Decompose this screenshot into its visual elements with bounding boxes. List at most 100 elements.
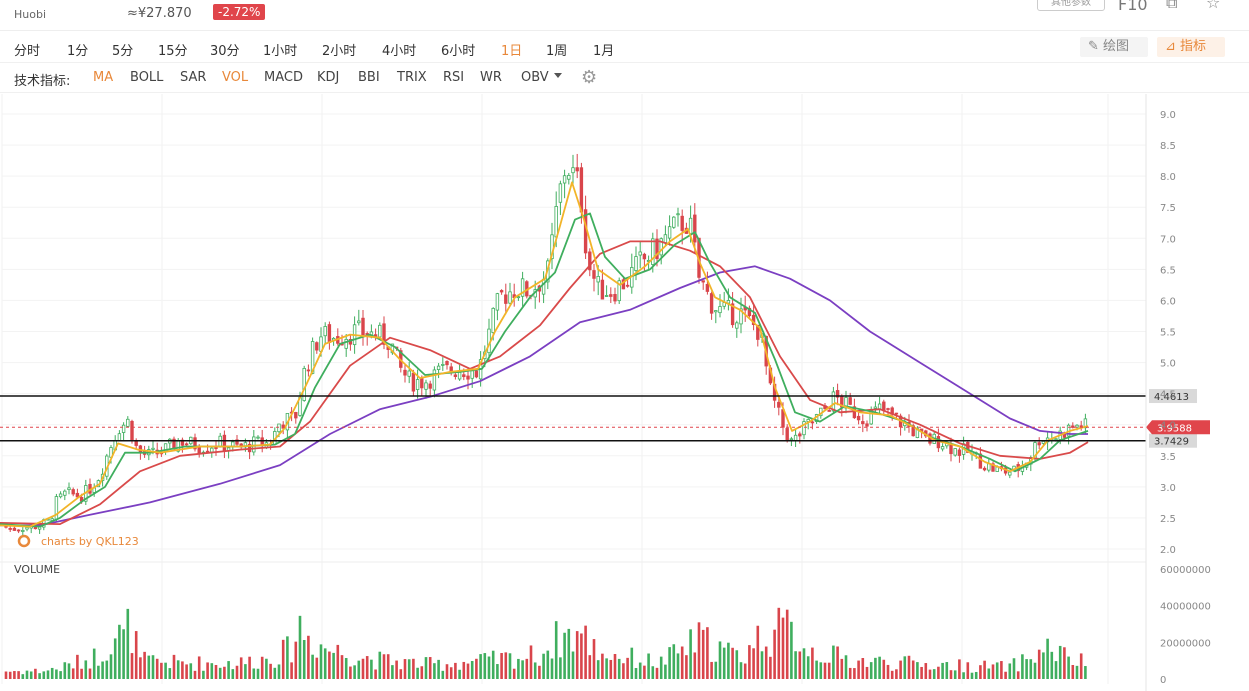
ma-line-ma10 [0,212,1089,528]
candle-body [718,306,722,314]
volume-bar [202,670,205,679]
indicators-button[interactable]: ⊿ 指标 [1157,37,1225,57]
ind-sar[interactable]: SAR [180,70,207,85]
candle-body [604,295,609,297]
volume-bar [542,653,545,679]
ind-rsi[interactable]: RSI [443,70,465,85]
candle-body [856,415,861,421]
volume-bar [987,668,991,679]
ind-ma[interactable]: MA [93,70,114,85]
volume-bar [21,674,25,679]
volume-bar [311,654,314,679]
volume-bar [672,644,676,679]
star-icon[interactable]: ☆ [1206,0,1221,12]
chevron-down-icon[interactable] [554,73,562,78]
volume-bar [554,621,558,679]
price-tick-label: 3.5 [1160,452,1176,463]
volume-bar [172,654,176,679]
volume-bar [265,658,268,679]
tf-realtime[interactable]: 分时 [14,44,41,59]
f10-button[interactable]: F10 [1118,0,1148,14]
ind-kdj[interactable]: KDJ [317,70,340,85]
ind-wr[interactable]: WR [480,70,502,85]
volume-bar [307,635,310,679]
candle-body [957,449,962,456]
volume-bar [890,670,894,679]
candle-body [705,283,710,292]
price-tick-label: 5.0 [1160,359,1176,370]
volume-bar [496,664,499,679]
volume-bar [126,608,130,679]
volume-bar [777,607,781,679]
tf-5m[interactable]: 5分 [112,44,134,59]
volume-tick-label: 40000000 [1160,602,1211,613]
candle-body [739,308,743,325]
volume-bar [638,662,642,679]
candle-body [315,342,319,351]
volume-bar [416,667,419,679]
fullscreen-icon[interactable]: ⧉ [1166,0,1178,12]
candle-body [294,412,298,419]
tf-6h[interactable]: 6小时 [441,44,476,59]
volume-bar [378,651,382,679]
candle-body [16,529,21,532]
volume-bar [1021,654,1024,679]
volume-bar [76,654,79,679]
volume-bar [848,667,852,679]
ind-trix[interactable]: TRIX [397,70,427,85]
candle-body [121,424,126,433]
volume-bar [1025,659,1028,679]
volume-bar [101,661,104,679]
volume-bar [424,657,428,679]
volume-bar [151,655,155,679]
ind-bbi[interactable]: BBI [358,70,380,85]
tf-30m[interactable]: 30分 [210,44,240,59]
price-tick-label: 7.0 [1160,234,1176,245]
volume-bar [13,671,16,679]
change-badge: -2.72% [213,4,266,20]
volume-bar [773,629,776,679]
volume-bar [685,655,688,679]
volume-bar [617,658,621,679]
tf-15m[interactable]: 15分 [158,44,188,59]
draw-button[interactable]: ✎ 绘图 [1080,37,1148,57]
candle-body [390,343,395,354]
price-chart[interactable]: 4.4613 3.7429 3.9588 9.0 8.5 8.0 7.5 7.0 6.5 6.0… [0,94,1249,691]
ind-obv[interactable]: OBV [521,70,549,85]
volume-bar [924,663,928,679]
tf-1mo[interactable]: 1月 [593,44,615,59]
candle-body [130,420,134,442]
volume-bar [676,653,680,679]
ind-boll[interactable]: BOLL [130,70,164,85]
tf-1w[interactable]: 1周 [546,44,568,59]
ind-macd[interactable]: MACD [264,70,303,85]
tf-1d[interactable]: 1日 [501,44,523,59]
tf-1m[interactable]: 1分 [67,44,89,59]
ma-line-ma60 [0,265,1088,527]
candle-body [625,284,630,287]
tf-1h[interactable]: 1小时 [263,44,298,59]
volume-bar [823,662,827,679]
volume-bar [92,648,96,679]
ind-vol[interactable]: VOL [222,70,249,85]
gear-icon[interactable]: ⚙ [581,67,598,88]
volume-bar [122,629,125,679]
volume-bar [59,671,62,679]
volume-bar [928,669,932,679]
tf-4h[interactable]: 4小时 [382,44,417,59]
hline-label: 3.7429 [1154,437,1189,448]
candle-body [58,493,63,498]
volume-bar [832,645,835,679]
candle-body [730,303,735,326]
volume-bar [722,647,726,679]
candle-body [25,526,29,530]
volume-tick-label: 20000000 [1160,638,1211,649]
params-button[interactable]: 其他参数 [1037,0,1105,11]
candle-body [953,448,957,456]
volume-bar [344,658,348,679]
tf-2h[interactable]: 2小时 [322,44,357,59]
volume-bar [1016,671,1020,679]
volume-bar [718,641,722,679]
volume-bar [374,669,377,679]
chart-icon: ⊿ [1165,39,1176,54]
